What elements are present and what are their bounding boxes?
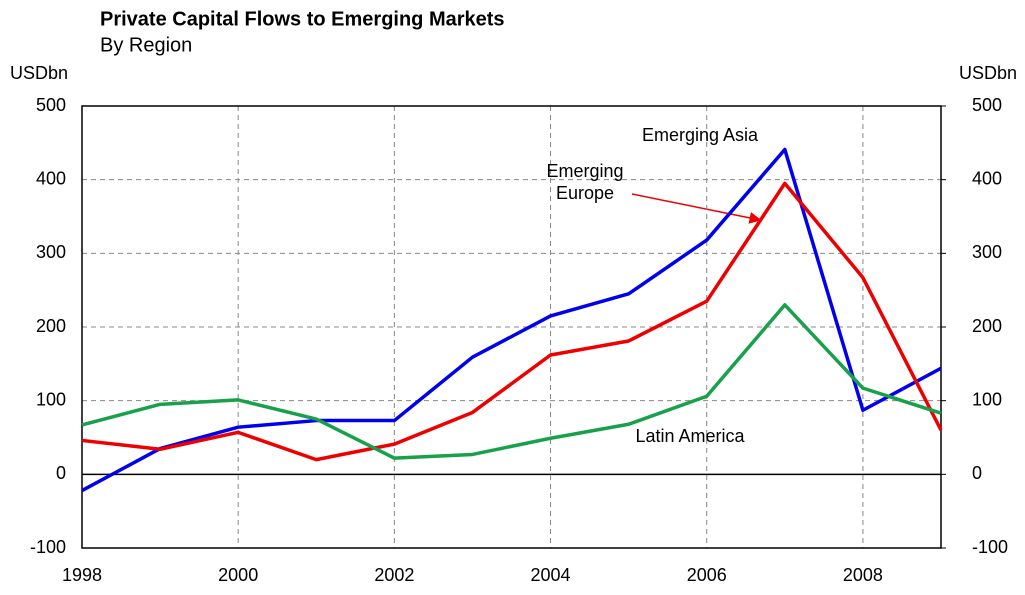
y2-tick-label: -100: [972, 537, 1008, 557]
x-tick-label: 1998: [62, 565, 102, 585]
plot-frame: [81, 105, 942, 549]
series-label: Emerging Europe: [546, 161, 623, 203]
x-tick-label: 2002: [374, 565, 414, 585]
y-tick-label: 300: [36, 242, 66, 262]
y-tick-label: 0: [56, 463, 66, 483]
y-tick-label: 500: [36, 95, 66, 115]
x-tick-label: 2004: [531, 565, 571, 585]
y2-axis-label: USDbn: [959, 63, 1017, 83]
chart-title: Private Capital Flows to Emerging Market…: [100, 8, 505, 30]
x-tick-label: 2000: [218, 565, 258, 585]
series-label: Emerging Asia: [642, 125, 759, 145]
series-line: [81, 147, 942, 493]
x-tick-label: 2008: [843, 565, 883, 585]
y2-tick-label: 400: [972, 168, 1002, 188]
y2-tick-label: 500: [972, 95, 1002, 115]
y2-tick-label: 100: [972, 389, 1002, 409]
x-tick-label: 2006: [687, 565, 727, 585]
y-tick-label: -100: [30, 537, 66, 557]
annotation-arrow: [631, 193, 762, 224]
series-line: [81, 181, 943, 462]
y2-tick-label: 300: [972, 242, 1002, 262]
y-tick-label: 400: [36, 168, 66, 188]
y-tick-label: 100: [36, 389, 66, 409]
y-tick-label: 200: [36, 316, 66, 336]
series-line: [81, 303, 942, 460]
y2-tick-label: 0: [972, 463, 982, 483]
y-axis-label: USDbn: [10, 63, 68, 83]
chart-subtitle: By Region: [100, 34, 192, 56]
series-label: Latin America: [635, 426, 745, 446]
y2-tick-label: 200: [972, 316, 1002, 336]
